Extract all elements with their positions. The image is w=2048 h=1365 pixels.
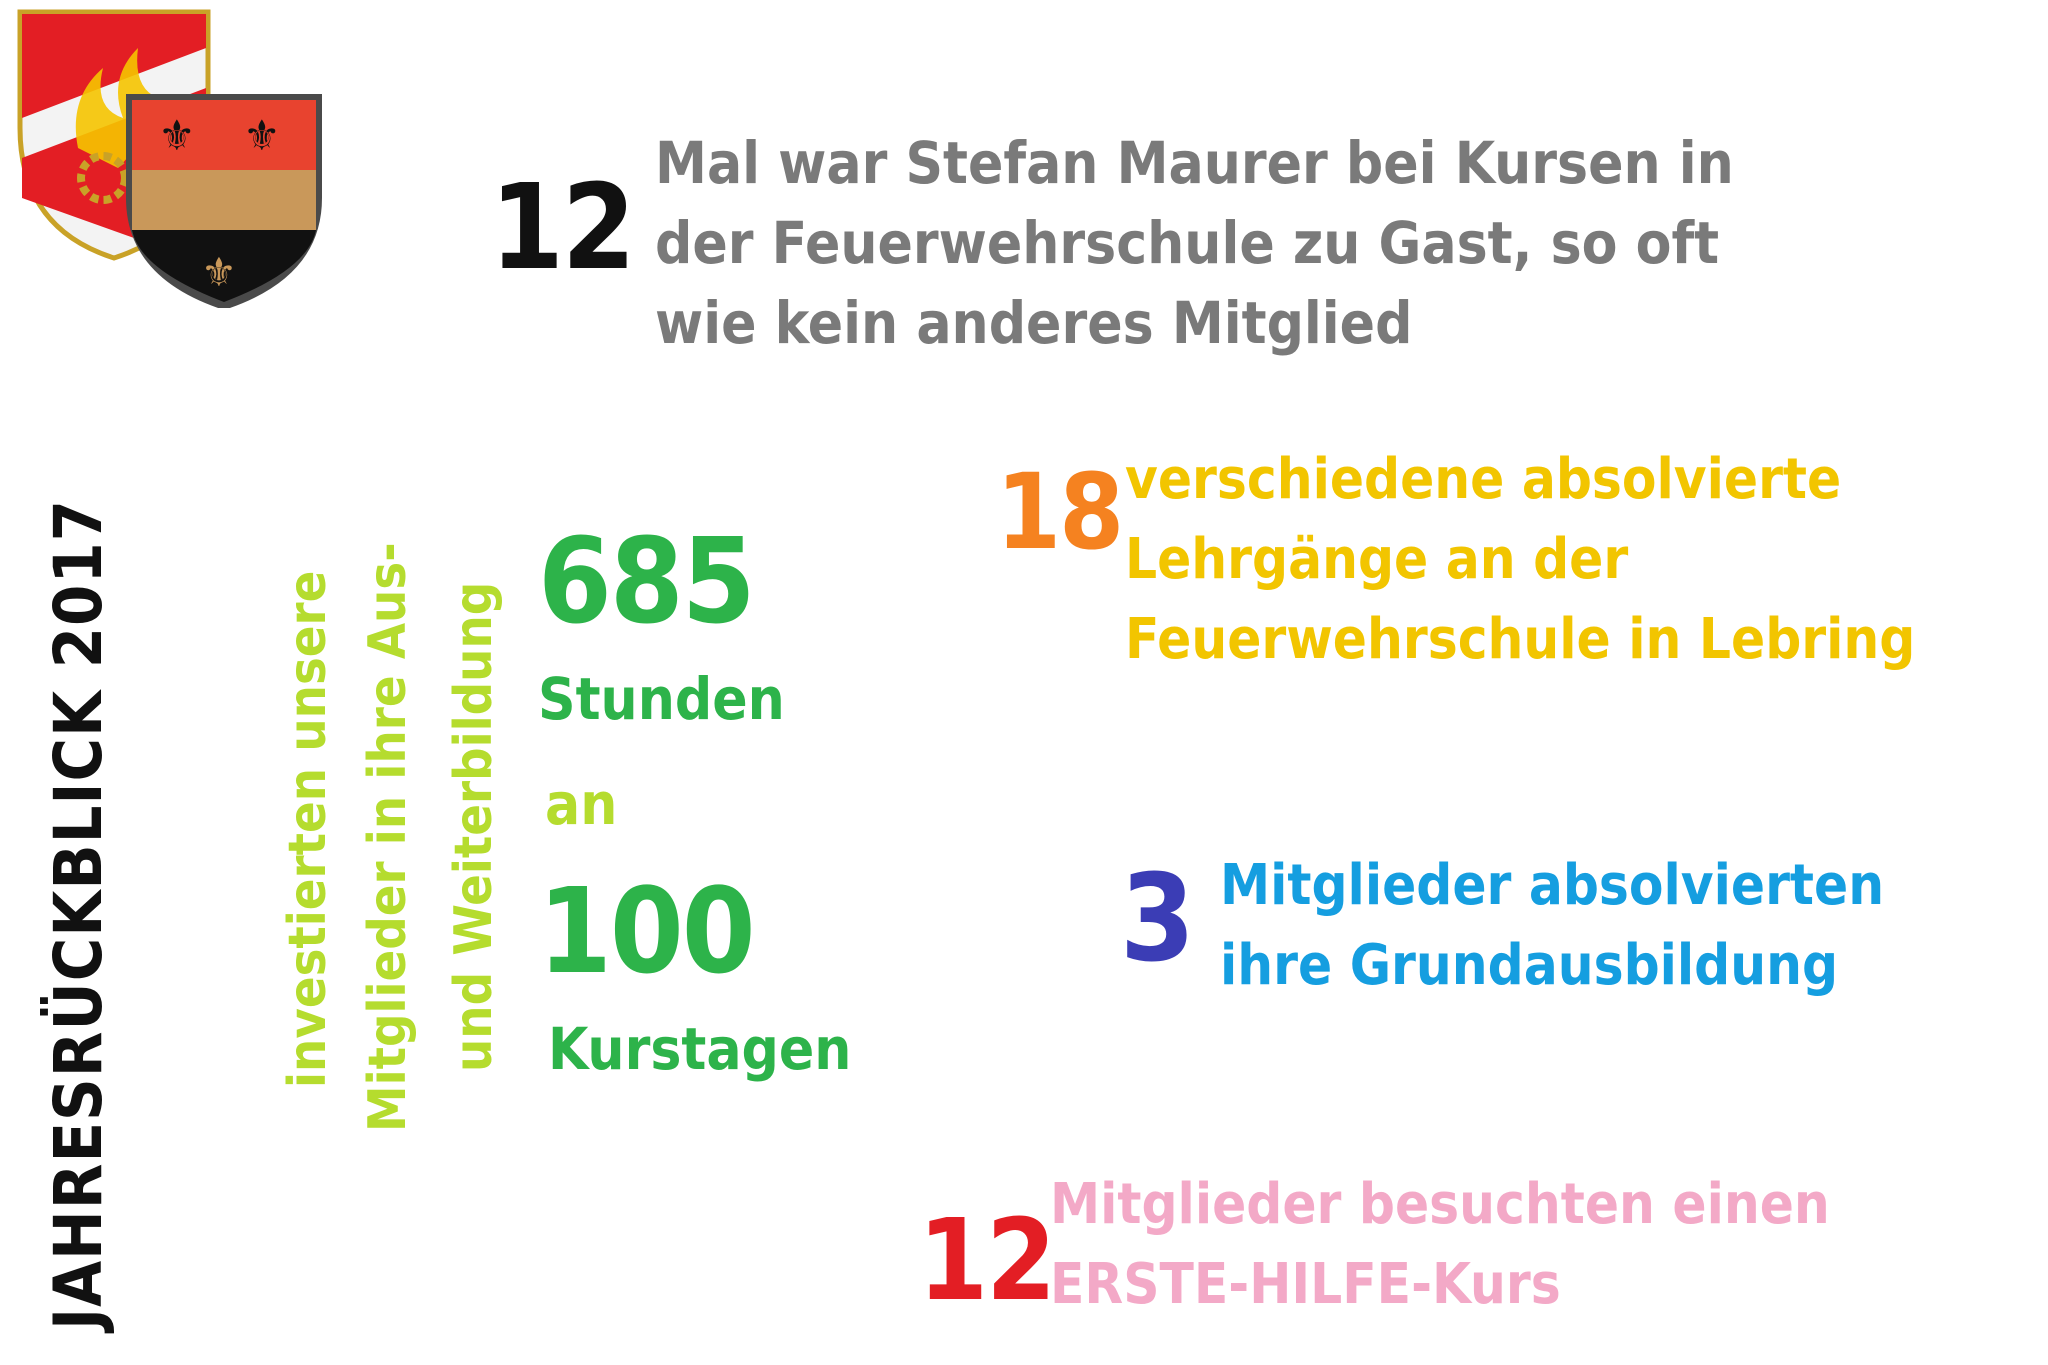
- hours-label: Stunden: [538, 665, 785, 733]
- courses-line: Mal war Stefan Maurer bei Kursen in: [655, 129, 1734, 197]
- coat-of-arms-logos: ⚜ ⚜ ⚜: [17, 9, 322, 308]
- lehrgaenge-count: 18: [996, 451, 1124, 573]
- page-title: JAHRESRÜCKBLICK 2017: [40, 499, 117, 1330]
- erste-hilfe-line: ERSTE-HILFE-Kurs: [1050, 1252, 1561, 1317]
- erste-hilfe-count: 12: [918, 1196, 1056, 1326]
- hours-vertical-line: investierten unsere: [278, 570, 338, 1088]
- svg-text:⚜: ⚜: [158, 111, 196, 160]
- hours-vertical-line: Mitglieder in ihre Aus-: [358, 542, 418, 1132]
- days-label: Kurstagen: [548, 1015, 852, 1083]
- svg-text:⚜: ⚜: [243, 111, 281, 160]
- courses-count: 12: [490, 158, 636, 296]
- lehrgaenge-text: verschiedene absolvierte Lehrgänge an de…: [1125, 440, 1915, 680]
- municipal-coat-of-arms: ⚜ ⚜ ⚜: [126, 94, 322, 308]
- erste-hilfe-line: Mitglieder besuchten einen: [1050, 1172, 1830, 1237]
- grundausbildung-line: Mitglieder absolvierten: [1220, 853, 1885, 918]
- grundausbildung-count: 3: [1120, 850, 1195, 989]
- grundausbildung-line: ihre Grundausbildung: [1220, 933, 1839, 998]
- hours-vertical-line: und Weiterbildung: [444, 581, 504, 1072]
- courses-line: der Feuerwehrschule zu Gast, so oft: [655, 209, 1720, 277]
- hours-number: 685: [538, 512, 756, 650]
- lehrgaenge-line: Lehrgänge an der: [1125, 527, 1629, 592]
- courses-text: Mal war Stefan Maurer bei Kursen in der …: [655, 123, 1734, 363]
- svg-text:⚜: ⚜: [201, 250, 237, 296]
- hours-connector: an: [545, 770, 618, 838]
- courses-line: wie kein anderes Mitglied: [655, 289, 1413, 357]
- lehrgaenge-line: verschiedene absolvierte: [1125, 447, 1842, 512]
- lehrgaenge-line: Feuerwehrschule in Lebring: [1125, 607, 1916, 672]
- grundausbildung-text: Mitglieder absolvierten ihre Grundausbil…: [1220, 846, 1884, 1006]
- erste-hilfe-text: Mitglieder besuchten einen ERSTE-HILFE-K…: [1050, 1165, 1830, 1325]
- days-number: 100: [538, 862, 756, 1000]
